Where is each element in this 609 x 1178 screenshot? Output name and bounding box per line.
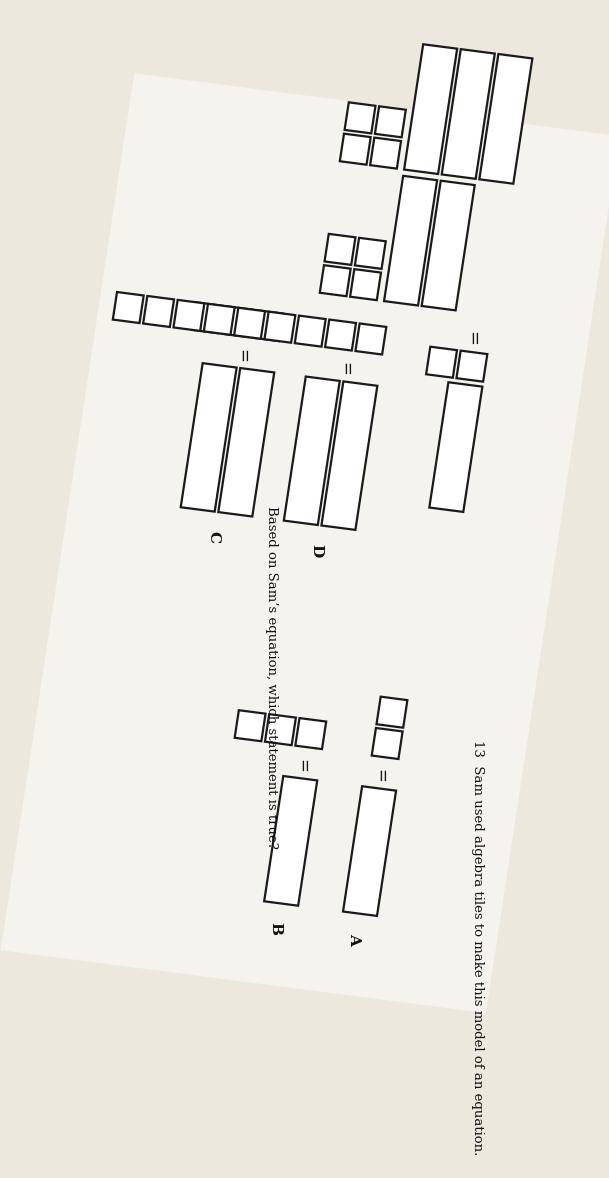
Bar [325,319,356,351]
Bar [457,351,487,382]
Bar [174,300,205,331]
Bar [252,310,283,342]
Bar [264,776,317,906]
Bar [384,176,437,305]
Bar [234,710,266,741]
Bar [371,728,403,759]
Bar [343,786,396,916]
Bar [404,45,457,174]
Bar [113,292,144,323]
Polygon shape [1,73,609,1013]
Bar [264,312,295,343]
Bar [479,54,532,184]
Text: B: B [268,921,282,934]
Text: =: = [293,759,311,773]
Bar [370,138,401,168]
Bar [375,106,406,138]
Text: C: C [206,531,220,543]
Bar [192,303,222,333]
Bar [325,234,356,265]
Bar [376,696,407,728]
Bar [234,307,265,339]
Text: =: = [372,769,390,783]
Bar [143,296,174,327]
Bar [421,180,475,310]
Bar [350,269,381,300]
Bar [322,382,378,530]
Bar [345,102,376,133]
Text: Based on Sam’s equation, which statement is true?: Based on Sam’s equation, which statement… [265,507,278,849]
Bar [284,377,340,525]
Bar [295,719,326,749]
Bar [340,133,371,165]
Bar [355,238,385,269]
Text: 13  Sam used algebra tiles to make this model of an equation.: 13 Sam used algebra tiles to make this m… [471,740,484,1154]
Text: =: = [336,362,354,376]
Bar [429,382,482,512]
Bar [426,346,457,378]
Bar [295,316,326,346]
Bar [265,714,296,746]
Bar [442,49,495,179]
Bar [218,368,274,516]
Bar [204,304,234,335]
Text: =: = [233,349,251,363]
Text: A: A [347,933,361,945]
Bar [356,324,386,355]
Text: =: = [463,331,482,345]
Bar [181,363,237,511]
Bar [222,306,253,337]
Bar [320,265,351,296]
Text: D: D [309,544,323,557]
